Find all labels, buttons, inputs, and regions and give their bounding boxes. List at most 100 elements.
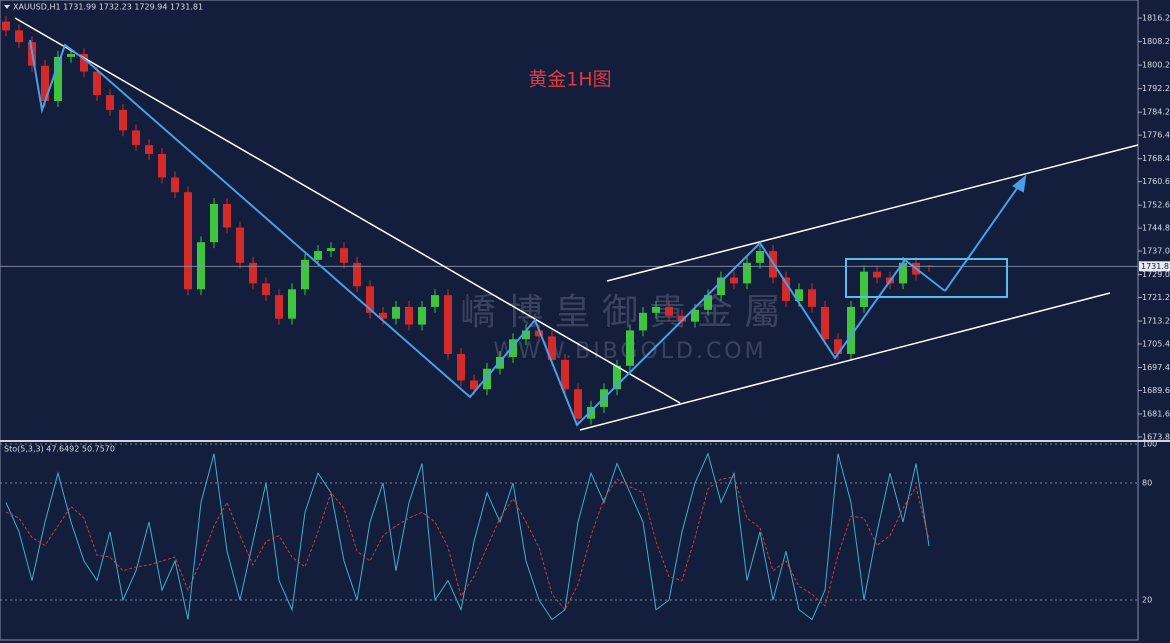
y-tick-label: 1784.20: [1142, 108, 1170, 117]
candle-body: [587, 406, 595, 419]
last-price-label: 1731.81: [1141, 262, 1170, 271]
candle-body: [652, 306, 660, 313]
candle-body: [665, 306, 673, 316]
candle-body: [626, 330, 634, 366]
y-tick-label: 1792.20: [1142, 84, 1170, 93]
y-tick-label: 1705.40: [1142, 339, 1170, 348]
candle-body: [613, 365, 621, 390]
y-tick-label: 1776.40: [1142, 131, 1170, 140]
candle-body: [2, 21, 10, 31]
candle-body: [873, 271, 881, 278]
candle-body: [210, 203, 218, 243]
candle-body: [80, 53, 88, 72]
y-tick-label: 1697.40: [1142, 363, 1170, 372]
watermark: 嶠 博 皇 御 貴 金 屬: [460, 292, 781, 333]
candle-body: [535, 330, 543, 337]
candle-body: [834, 339, 842, 354]
channel-lower: [579, 292, 1111, 431]
y-tick-label: 1760.60: [1142, 177, 1170, 186]
candle-body: [197, 242, 205, 290]
candle-body: [327, 248, 335, 252]
candle-body: [730, 277, 738, 284]
candle-body: [418, 306, 426, 325]
candle-body: [379, 312, 387, 319]
y-tick-label: 1737.00: [1142, 247, 1170, 256]
candle-body: [119, 109, 127, 131]
candle-body: [691, 309, 699, 322]
chart-title: XAUUSD,H1 1731.99 1732.23 1729.94 1731.8…: [13, 3, 203, 12]
candle-body: [522, 330, 530, 340]
candle-body: [158, 153, 166, 178]
candle-body: [184, 192, 192, 290]
candle-body: [509, 339, 517, 357]
range-box: [845, 258, 1008, 298]
candle-body: [808, 289, 816, 307]
candle-body: [470, 380, 478, 390]
candle-body: [314, 251, 322, 260]
candle-body: [106, 95, 114, 110]
candle-body: [795, 289, 803, 302]
candle-body: [171, 177, 179, 193]
stochastic-line: [5, 476, 930, 611]
candle-body: [366, 286, 374, 313]
candle-body: [41, 65, 49, 102]
candle-body: [288, 289, 296, 319]
trend-line: [14, 17, 681, 404]
candle-body: [847, 306, 855, 354]
candle-body: [236, 227, 244, 263]
y-tick-label: 1673.80: [1142, 432, 1170, 441]
candle-body: [639, 312, 647, 331]
y-tick-label: 100: [1142, 439, 1157, 448]
candle-body: [275, 295, 283, 319]
last-price-box: [1139, 261, 1170, 272]
y-tick-label: 1713.20: [1142, 317, 1170, 326]
candle-body: [782, 277, 790, 302]
y-tick-label: 80: [1142, 478, 1152, 487]
candle-body: [132, 130, 140, 146]
candle-body: [457, 353, 465, 381]
candle-body: [340, 248, 348, 263]
y-tick-label: 1752.60: [1142, 201, 1170, 210]
y-tick-label: 1768.40: [1142, 154, 1170, 163]
y-tick-label: 1808.20: [1142, 37, 1170, 46]
y-tick-label: 1816.20: [1142, 14, 1170, 23]
candle-body: [54, 56, 62, 102]
indicator-title: Sto(5,3,3) 47.6492 50.7570: [4, 445, 115, 454]
menu-icon: [4, 5, 10, 9]
candle-body: [860, 271, 868, 307]
candle-body: [899, 262, 907, 284]
candle-body: [483, 368, 491, 390]
candle-body: [561, 359, 569, 390]
candle-body: [743, 262, 751, 284]
channel-upper: [606, 144, 1139, 282]
y-tick-label: 20: [1142, 595, 1152, 604]
plot-frame: [0, 0, 1139, 641]
wave-path: [29, 39, 946, 427]
candle-body: [353, 262, 361, 287]
y-tick-label: 1729.00: [1142, 270, 1170, 279]
y-tick-label: 1721.20: [1142, 293, 1170, 302]
forecast-arrow: [944, 176, 1026, 292]
candle-body: [444, 295, 452, 354]
candle-body: [717, 277, 725, 296]
candle-body: [548, 336, 556, 360]
candle-body: [821, 306, 829, 340]
candle-body: [93, 71, 101, 96]
candle-body: [67, 53, 75, 57]
annotation: 黄金1H图: [528, 69, 611, 91]
candle-body: [431, 295, 439, 307]
candle-body: [704, 295, 712, 310]
candle-body: [145, 145, 153, 154]
candle-body: [262, 283, 270, 296]
candle-body: [574, 389, 582, 419]
y-tick-label: 1744.80: [1142, 224, 1170, 233]
candle-body: [405, 306, 413, 325]
candle-body: [678, 315, 686, 322]
arrow-head: [1012, 174, 1027, 193]
y-tick-label: 1800.20: [1142, 61, 1170, 70]
y-tick-label: 1681.60: [1142, 409, 1170, 418]
candle-body: [301, 259, 309, 290]
candle-body: [756, 251, 764, 263]
stochastic-line: [5, 452, 930, 621]
